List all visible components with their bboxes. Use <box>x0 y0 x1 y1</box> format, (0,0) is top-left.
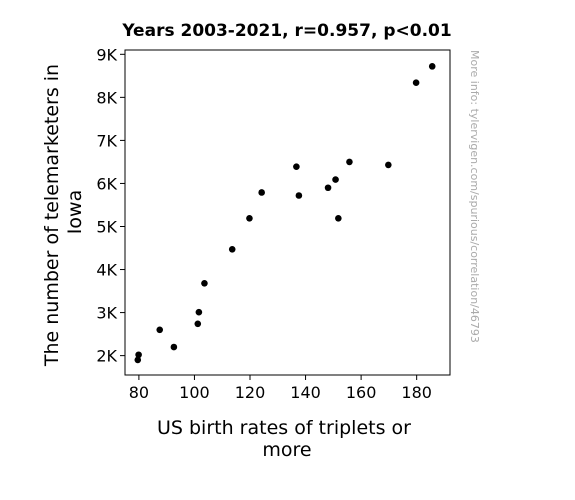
data-point <box>428 63 436 70</box>
data-point <box>194 320 202 328</box>
data-point <box>135 351 142 359</box>
data-point <box>246 215 253 222</box>
data-point <box>332 176 339 183</box>
data-point <box>170 343 178 351</box>
y-tick-label: 8K <box>96 88 117 107</box>
data-point <box>258 189 265 196</box>
data-point <box>335 215 342 222</box>
y-tick-label: 4K <box>96 261 117 280</box>
y-axis-label-line-1: The number of telemarketers in <box>41 64 63 367</box>
data-point <box>346 158 353 166</box>
data-point <box>201 280 208 287</box>
x-tick-label: 140 <box>290 383 321 402</box>
data-point <box>293 163 300 170</box>
data-point <box>156 326 164 334</box>
data-point <box>195 308 203 316</box>
data-point <box>385 161 392 169</box>
x-axis: 80 100 120 140 160 180 <box>129 375 432 402</box>
y-axis-label-line-2: Iowa <box>64 190 86 234</box>
y-tick-label: 2K <box>96 347 117 366</box>
watermark-text: More info: tylervigen.com/spurious/corre… <box>468 50 481 343</box>
y-axis-label: The number of telemarketers in Iowa <box>41 58 86 367</box>
data-point <box>324 184 332 192</box>
x-tick-label: 180 <box>401 383 432 402</box>
y-tick-label: 6K <box>96 174 117 193</box>
chart-title: Years 2003-2021, r=0.957, p<0.01 <box>121 21 451 41</box>
y-tick-label: 9K <box>96 45 117 64</box>
x-tick-label: 100 <box>179 383 210 402</box>
x-axis-label-line-2: more <box>262 439 311 461</box>
y-tick-label: 7K <box>96 131 117 150</box>
data-point <box>412 79 420 87</box>
x-axis-label: US birth rates of triplets or more <box>157 417 417 461</box>
data-point <box>134 356 142 364</box>
y-axis: 2K 3K 4K 5K 6K 7K 8K 9K <box>96 45 125 366</box>
x-tick-label: 160 <box>346 383 377 402</box>
data-point <box>295 192 303 199</box>
data-points <box>134 63 436 364</box>
plot-area <box>124 49 451 376</box>
x-axis-label-line-1: US birth rates of triplets or <box>157 417 411 439</box>
data-point <box>228 246 236 253</box>
y-tick-label: 5K <box>96 217 117 236</box>
x-tick-label: 80 <box>129 383 149 402</box>
x-tick-label: 120 <box>235 383 266 402</box>
y-tick-label: 3K <box>96 304 117 323</box>
